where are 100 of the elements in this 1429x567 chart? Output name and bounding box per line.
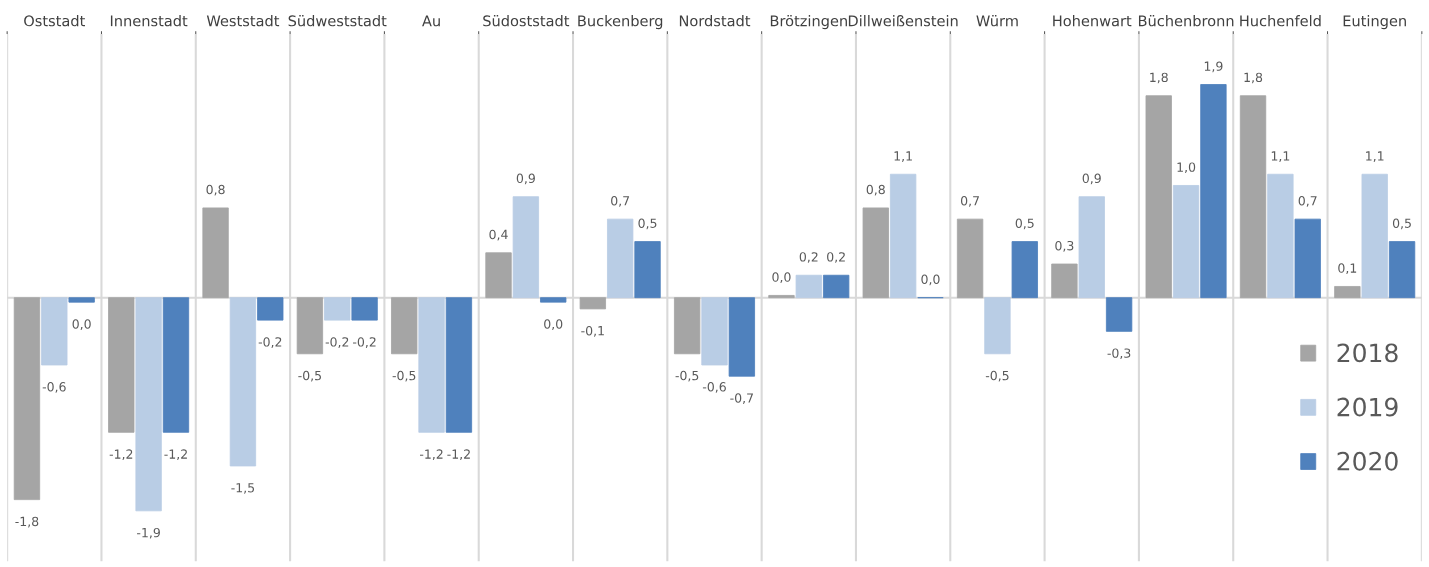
- data-label: 0,7: [1298, 196, 1317, 207]
- bar: [512, 196, 540, 299]
- data-label: -0,5: [392, 370, 416, 382]
- x-tick-label: Au: [422, 15, 440, 27]
- bar: [728, 297, 755, 377]
- bar: [68, 297, 95, 303]
- data-label: 0,2: [827, 252, 845, 263]
- bar: [1011, 241, 1038, 299]
- x-tick-label: Oststadt: [24, 15, 85, 27]
- x-tick-label: Buckenberg: [578, 15, 663, 30]
- data-label: -0,5: [985, 370, 1009, 382]
- data-label: -0,7: [730, 393, 753, 404]
- bar: [540, 297, 567, 303]
- data-label: 0,0: [72, 319, 91, 330]
- data-label: -0,1: [581, 325, 604, 337]
- bar: [108, 297, 135, 433]
- bar: [1172, 185, 1200, 299]
- x-tick-label: Büchenbronn: [1138, 15, 1234, 27]
- data-label: -0,5: [675, 370, 699, 382]
- data-label: -0,3: [1107, 348, 1131, 360]
- bar: [674, 297, 701, 355]
- bar: [202, 207, 229, 299]
- data-label: 0,8: [866, 184, 885, 196]
- data-label: 1,1: [1366, 151, 1384, 162]
- x-tick-label: Weststadt: [206, 15, 280, 27]
- data-label: -0,2: [258, 337, 282, 348]
- x-tick-label: Nordstadt: [679, 15, 751, 27]
- data-label: 1,8: [1244, 72, 1263, 84]
- bar: [701, 297, 728, 366]
- bar: [1051, 263, 1078, 299]
- data-label: 0,7: [611, 196, 630, 207]
- data-label: -1,2: [419, 449, 443, 461]
- data-label: 0,0: [772, 272, 791, 284]
- data-label: 0,5: [1015, 218, 1034, 230]
- data-label: 0,8: [206, 184, 225, 196]
- data-label: -0,2: [353, 337, 376, 348]
- bar: [956, 218, 984, 299]
- bar: [445, 297, 473, 433]
- bar: [485, 252, 512, 299]
- x-tick-label: Dillweißenstein: [848, 15, 958, 27]
- bar: [579, 297, 606, 310]
- bar: [1145, 95, 1172, 299]
- bar: [634, 241, 661, 299]
- data-label: 0,5: [1392, 218, 1411, 230]
- bar: [1239, 95, 1267, 299]
- bar: [1388, 241, 1416, 299]
- bar: [1078, 196, 1105, 299]
- bar: [1361, 173, 1388, 299]
- data-label: -1,8: [15, 516, 39, 528]
- x-tick-label: Würm: [976, 15, 1018, 27]
- data-label: 1,8: [1150, 72, 1168, 84]
- legend-label: 2018: [1337, 343, 1398, 363]
- bar: [418, 297, 445, 433]
- data-label: 0,7: [960, 196, 979, 207]
- x-tick-label: Huchenfeld: [1240, 15, 1321, 27]
- legend-label: 2020: [1337, 451, 1398, 471]
- data-label: -0,2: [325, 337, 349, 348]
- bar: [257, 297, 284, 321]
- data-label: 0,0: [544, 319, 563, 330]
- bar: [1334, 286, 1361, 299]
- data-label: -1,5: [231, 483, 255, 494]
- bar: [768, 295, 795, 299]
- x-tick-label: Südoststadt: [483, 15, 570, 27]
- bar: [324, 297, 351, 321]
- bar: [135, 297, 162, 512]
- data-label: 0,1: [1338, 263, 1357, 275]
- data-label: -0,6: [702, 382, 726, 393]
- data-label: 1,0: [1177, 162, 1196, 174]
- data-label: 1,9: [1204, 61, 1223, 73]
- x-tick-label: Hohenwart: [1053, 15, 1132, 27]
- data-label: -1,2: [109, 449, 133, 461]
- data-label: 0,4: [489, 229, 508, 241]
- bar: [1105, 297, 1133, 332]
- bar: [984, 297, 1011, 355]
- data-label: 0,2: [799, 252, 818, 263]
- data-label: -0,6: [42, 382, 66, 393]
- bar: [607, 218, 634, 299]
- data-label: 0,5: [638, 218, 657, 230]
- bar: [13, 297, 41, 501]
- bar: [1267, 173, 1294, 299]
- bar: [1200, 84, 1227, 299]
- data-label: 1,1: [894, 151, 912, 162]
- x-tick-label: Südweststadt: [288, 15, 387, 27]
- data-label: -1,2: [164, 449, 187, 461]
- data-label: 0,9: [516, 173, 535, 185]
- data-label: 0,0: [921, 274, 940, 286]
- x-tick-label: Brötzingen: [770, 15, 847, 30]
- bar: [795, 274, 822, 299]
- bar: [823, 274, 850, 299]
- data-label: 0,3: [1055, 240, 1074, 252]
- x-tick-label: Innenstadt: [110, 15, 188, 27]
- bar: [351, 297, 378, 321]
- bar: [391, 297, 418, 355]
- bar: [296, 297, 324, 355]
- bar: [162, 297, 190, 433]
- bar: [229, 297, 257, 467]
- data-label: -0,5: [298, 370, 321, 382]
- legend-label: 2019: [1337, 397, 1398, 417]
- bar: [889, 173, 917, 299]
- data-label: -1,9: [137, 527, 160, 539]
